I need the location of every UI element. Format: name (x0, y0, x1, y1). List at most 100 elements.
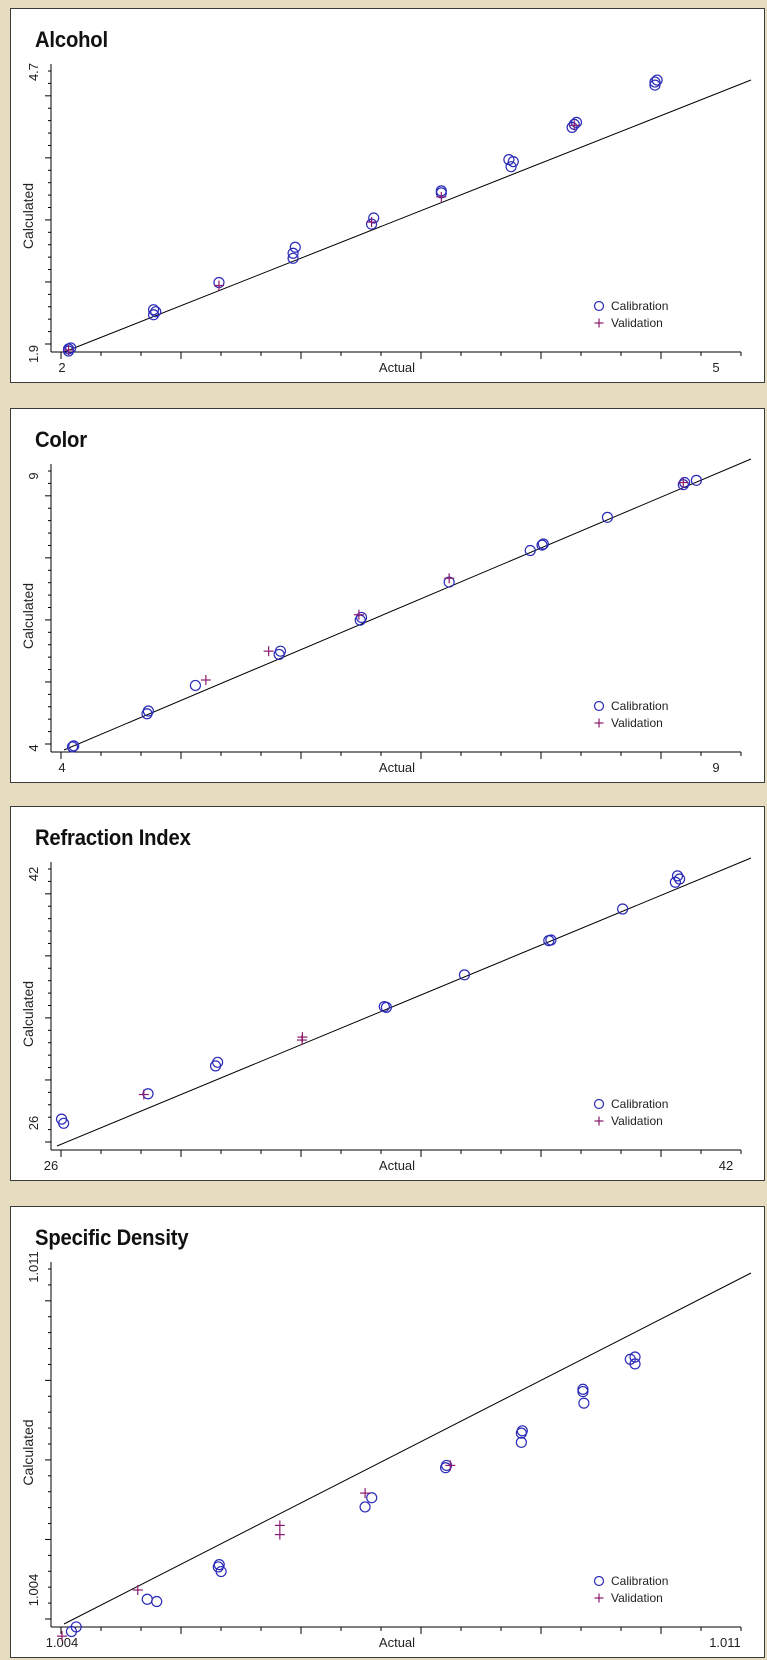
calibration-point (142, 1088, 154, 1100)
calibration-point (141, 1593, 153, 1605)
calibration-point (58, 1117, 70, 1129)
x-tick-label: 1.004 (46, 1635, 79, 1650)
x-axis-title: Actual (379, 360, 415, 375)
calibration-point (274, 645, 287, 657)
validation-point (436, 191, 447, 202)
y-tick-label: 1.9 (26, 345, 41, 363)
legend-validation-marker (594, 1116, 604, 1126)
calibration-point (65, 342, 77, 354)
x-tick-label: 26 (44, 1158, 58, 1173)
calibration-point (66, 741, 79, 753)
chart-title: Alcohol (35, 27, 108, 52)
calibration-point (70, 1621, 82, 1633)
calibration-point (545, 934, 557, 946)
y-tick-label: 4 (26, 744, 41, 751)
legend-validation-label: Validation (611, 1591, 663, 1605)
calibration-point (524, 544, 536, 557)
color-panel: Color 4 9 4 9 Actual Calculated Calibration Val… (10, 408, 765, 783)
calibration-point (213, 1559, 225, 1571)
chart-title: Color (35, 427, 87, 452)
calibration-point (287, 252, 299, 264)
color-plot: 4 9 4 9 Actual Calculated Calibration Validatio… (20, 458, 752, 775)
x-tick-label: 2 (58, 360, 65, 375)
x-tick-label: 5 (712, 360, 719, 375)
validation-point (366, 217, 377, 228)
legend-validation-label: Validation (611, 716, 663, 730)
calibration-point (68, 740, 80, 752)
calibration-point (366, 1492, 378, 1504)
calibration-point (355, 611, 368, 624)
validation-point (138, 1089, 149, 1100)
calibration-point (505, 161, 517, 173)
calibration-point (189, 679, 202, 692)
legend-calibration-marker (593, 1575, 605, 1587)
legend-validation-marker (594, 318, 604, 328)
refraction-index-panel: Refraction Index 26 42 26 42 Actual Calculate… (10, 806, 765, 1181)
x-tick-label: 42 (719, 1158, 733, 1173)
validation-point (213, 280, 224, 291)
x-tick-label: 1.011 (709, 1635, 741, 1650)
calibration-point (289, 241, 301, 253)
legend-validation-label: Validation (611, 316, 663, 330)
regression-line (63, 458, 752, 751)
calibration-point (209, 1060, 222, 1072)
y-tick-label: 1.011 (26, 1251, 41, 1283)
calibration-point (577, 1385, 589, 1398)
calibration-point (537, 538, 549, 550)
validation-point (569, 120, 580, 131)
calibration-point (458, 969, 471, 981)
calibration-point (507, 156, 519, 168)
chart-title: Specific Density (35, 1225, 189, 1250)
calibration-point (150, 306, 162, 318)
calibration-point (359, 1501, 371, 1513)
validation-point (274, 1520, 285, 1531)
legend-calibration-label: Calibration (611, 699, 668, 713)
calibration-point (215, 1565, 227, 1578)
calibration-point (578, 1397, 590, 1409)
refraction-index-plot: 26 42 26 42 Actual Calculated Calibration Valid… (20, 857, 752, 1173)
regression-line (63, 1272, 752, 1625)
validation-point (63, 344, 74, 355)
legend-calibration-label: Calibration (611, 1097, 668, 1111)
y-tick-label: 26 (26, 1116, 41, 1130)
calibration-point (151, 1595, 163, 1608)
x-axis-title: Actual (379, 1635, 415, 1650)
calibration-point (651, 74, 663, 86)
calibration-point (673, 873, 686, 885)
legend-calibration-label: Calibration (611, 1574, 668, 1588)
calibration-point (147, 309, 160, 321)
specific-density-plot: 1.004 1.011 1.004 1.011 Actual Calculated Cali… (20, 1251, 752, 1650)
y-axis-title: Calculated (20, 183, 36, 249)
validation-point (360, 1488, 371, 1499)
legend-validation-marker (594, 1593, 604, 1603)
legend-calibration-marker (593, 300, 605, 312)
calibration-point (671, 870, 684, 882)
regression-line (56, 857, 752, 1147)
legend-calibration-marker (593, 1098, 605, 1110)
specific-density-panel: Specific Density 1.004 1.011 1.004 1.011 Act… (10, 1206, 765, 1658)
calibration-point (577, 1383, 589, 1395)
x-tick-label: 9 (712, 760, 719, 775)
validation-point (444, 573, 455, 584)
validation-point (132, 1585, 143, 1595)
alcohol-plot: 2 5 1.9 4.7 Actual Calculated Calibration Valid… (20, 63, 752, 375)
calibration-point (368, 212, 380, 224)
y-tick-label: 4.7 (26, 63, 41, 81)
calibration-point (147, 304, 160, 316)
legend-calibration-label: Calibration (611, 299, 668, 313)
x-axis-title: Actual (379, 1158, 415, 1173)
chart-title: Refraction Index (35, 825, 191, 850)
alcohol-panel: Alcohol 2 5 1.9 4.7 Actual Calculated Calibrat… (10, 8, 765, 383)
validation-point (678, 477, 689, 488)
legend-validation-marker (594, 718, 604, 728)
validation-point (200, 675, 211, 685)
calibration-point (649, 79, 661, 91)
calibration-point (617, 903, 629, 915)
calibration-point (380, 1001, 392, 1013)
y-tick-label: 9 (26, 472, 41, 479)
calibration-point (142, 705, 154, 717)
y-axis-title: Calculated (20, 1419, 36, 1485)
calibration-point (212, 1056, 224, 1068)
validation-point (445, 1460, 456, 1471)
x-axis-title: Actual (379, 760, 415, 775)
